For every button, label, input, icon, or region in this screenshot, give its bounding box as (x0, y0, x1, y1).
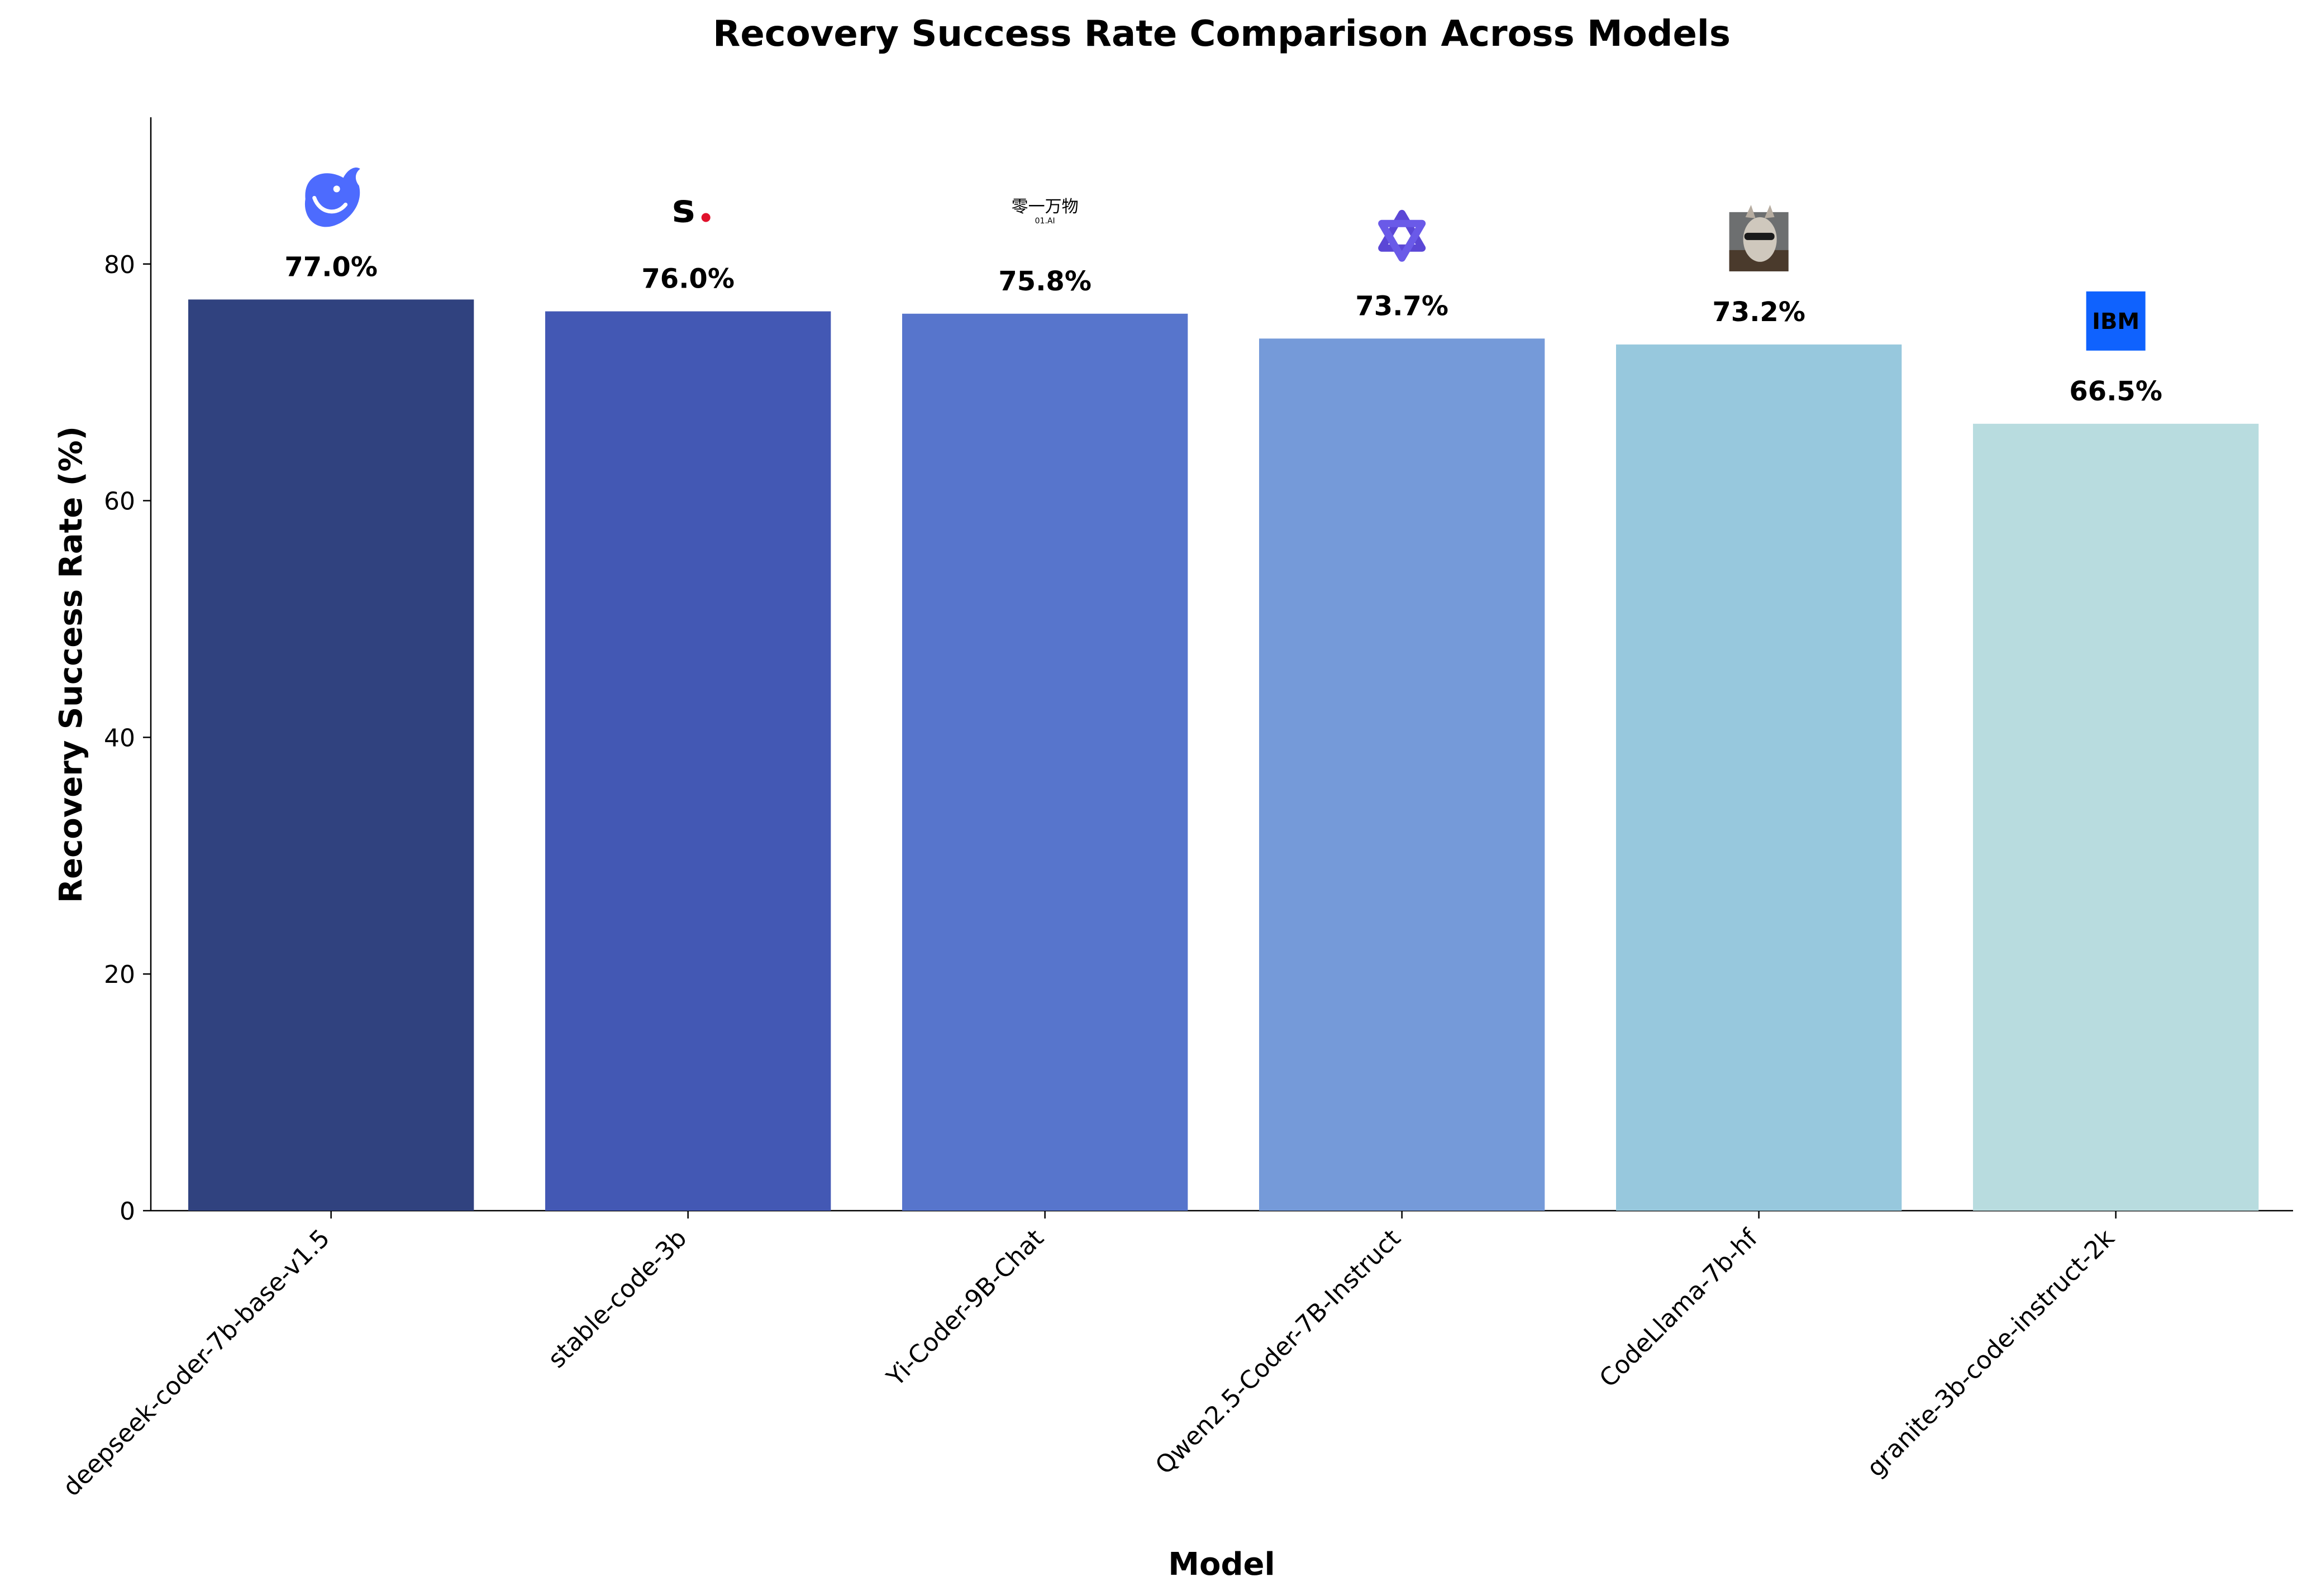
plot-area: 0 20 40 60 80 77.0% deepseek-coder-7b-base-v1.… (58, 117, 2293, 1502)
bar-1 (188, 299, 474, 1211)
bar-6 (1973, 423, 2259, 1211)
llama-photo-icon (1729, 204, 1789, 271)
x-tick-label: Qwen2.5-Coder-7B-Instruct (1150, 1224, 1407, 1480)
qwen-star-icon (1378, 209, 1426, 262)
bar-3 (902, 313, 1188, 1211)
bar-4 (1259, 338, 1545, 1211)
01ai-wordmark-text: 零一万物 (1012, 197, 1079, 217)
x-axis-label: Model (1168, 1546, 1275, 1583)
bar-value-label: 66.5% (2069, 376, 2162, 407)
stability-s-icon: s (672, 186, 711, 232)
x-tick-label: CodeLlama-7b-hf (1594, 1224, 1764, 1393)
bar-2 (545, 311, 831, 1211)
x-tick-label: granite-3b-code-instruct-2k (1861, 1224, 2120, 1483)
bar-value-label: 73.7% (1355, 290, 1448, 322)
x-tick-label: Yi-Coder-9B-Chat (881, 1224, 1049, 1392)
y-axis-label: Recovery Success Rate (%) (53, 426, 89, 903)
ibm-logo-icon: IBM (2086, 291, 2146, 351)
y-tick-label: 20 (104, 961, 135, 989)
stability-s-text: s (672, 186, 695, 232)
ibm-logo-text: IBM (2092, 309, 2139, 335)
bar-value-label: 76.0% (641, 264, 735, 295)
x-tick-label: stable-code-3b (542, 1224, 692, 1374)
deepseek-whale-icon (304, 168, 360, 227)
bar-value-label: 77.0% (284, 251, 378, 283)
y-tick-label: 60 (104, 488, 135, 516)
chart-title: Recovery Success Rate Comparison Across … (713, 13, 1731, 55)
bar-value-label: 75.8% (998, 266, 1092, 297)
y-tick-label: 80 (104, 251, 135, 279)
bar-value-label: 73.2% (1712, 297, 1805, 328)
y-tick-label: 40 (104, 724, 135, 752)
bar-5 (1616, 344, 1902, 1211)
x-tick-label: deepseek-coder-7b-base-v1.5 (58, 1224, 336, 1502)
y-tick-label: 0 (120, 1197, 135, 1226)
01ai-subtext: 01.AI (1035, 217, 1055, 226)
